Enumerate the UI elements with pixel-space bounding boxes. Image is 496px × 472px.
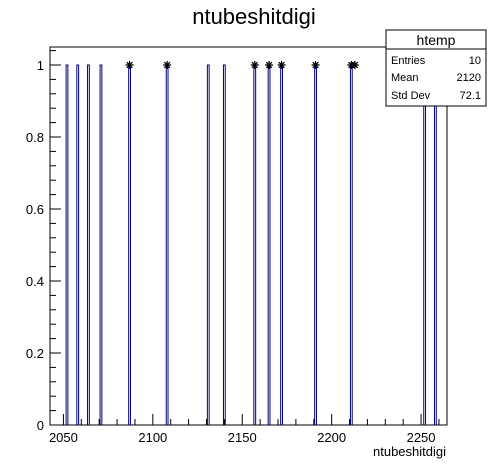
data-marker-3 [265,61,274,69]
stats-box-title: htemp [417,32,456,48]
histogram-bar-3 [99,64,103,425]
stats-box-frame [385,29,487,107]
histogram-bar-10 [280,64,283,425]
data-marker-7 [350,61,359,69]
histogram-bar-1 [76,64,80,425]
stats-stddev-value: 72.1 [460,90,481,102]
histogram-bar-8 [253,64,257,425]
histogram-bar-13 [423,64,427,425]
x-tick-label-2100: 2100 [138,430,167,445]
stats-box: htemp Entries 10 Mean 2120 Std Dev 72.1 [385,29,487,107]
histogram-bars [65,64,437,425]
histogram-bar-0 [65,64,69,425]
data-markers [125,61,359,69]
x-axis-label: ntubeshitdigi [373,444,446,459]
histogram-bar-4 [128,64,131,425]
chart-title: ntubeshitdigi [192,4,316,29]
x-tick-label-2050: 2050 [49,430,78,445]
histogram-bar-2 [87,64,90,425]
histogram-bar-7 [222,64,226,425]
x-tick-label-2150: 2150 [228,430,257,445]
data-marker-0 [125,61,134,69]
histogram-bar-11 [314,64,317,425]
y-axis: 0 0.2 0.4 0.6 0.8 1 [26,50,61,433]
y-tick-label-2: 0.4 [26,274,44,289]
data-marker-1 [163,61,172,69]
stats-entries-label: Entries [391,55,426,67]
y-tick-label-1: 0.2 [26,346,44,361]
y-tick-label-3: 0.6 [26,202,44,217]
data-marker-2 [250,61,259,69]
histogram-bar-14 [433,64,437,425]
stats-stddev-label: Std Dev [391,90,431,102]
histogram-bar-5 [165,64,169,425]
histogram-bar-9 [267,64,271,425]
y-tick-label-5: 1 [37,58,44,73]
x-tick-label-2200: 2200 [317,430,346,445]
histogram-bar-6 [206,64,210,425]
histogram-bar-12 [349,64,353,425]
data-marker-4 [277,61,286,69]
stats-entries-value: 10 [469,55,481,67]
y-tick-label-4: 0.8 [26,130,44,145]
stats-mean-value: 2120 [457,72,481,84]
x-tick-label-2250: 2250 [407,430,436,445]
plot-frame [49,46,448,426]
x-axis: 2050 2100 2150 2200 2250 [49,414,440,445]
y-tick-label-0: 0 [37,418,44,433]
stats-mean-label: Mean [391,72,419,84]
data-marker-5 [311,61,320,69]
